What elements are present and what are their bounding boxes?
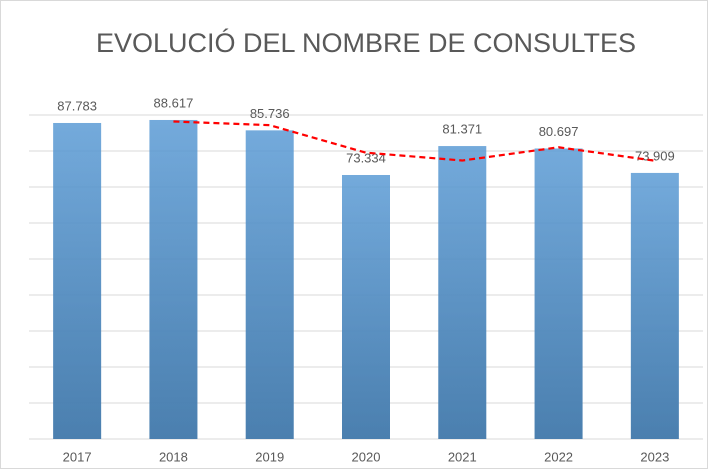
- x-tick-label: 2023: [640, 449, 669, 464]
- x-tick-label: 2021: [448, 449, 477, 464]
- value-label: 87.783: [57, 98, 97, 113]
- x-tick-label: 2017: [63, 449, 92, 464]
- x-tick-label: 2018: [159, 449, 188, 464]
- bar-shade: [438, 146, 487, 440]
- trend-line: [173, 120, 656, 162]
- value-label: 73.334: [346, 150, 386, 165]
- bar-shade: [342, 174, 390, 439]
- chart-title: EVOLUCIÓ DEL NOMBRE DE CONSULTES: [96, 27, 636, 58]
- value-label: 81.371: [442, 122, 482, 137]
- bar-shade: [630, 172, 679, 439]
- value-label: 73.909: [635, 148, 675, 163]
- value-label: 85.736: [250, 106, 290, 121]
- value-label: 88.617: [154, 95, 194, 110]
- bar-shade: [245, 130, 294, 439]
- x-tick-label: 2020: [352, 449, 381, 464]
- bar-shade: [534, 148, 583, 440]
- bar-shade: [53, 122, 102, 439]
- value-label: 80.697: [539, 124, 579, 139]
- x-tick-label: 2019: [255, 449, 284, 464]
- bar-shade: [149, 119, 198, 440]
- x-tick-label: 2022: [544, 449, 573, 464]
